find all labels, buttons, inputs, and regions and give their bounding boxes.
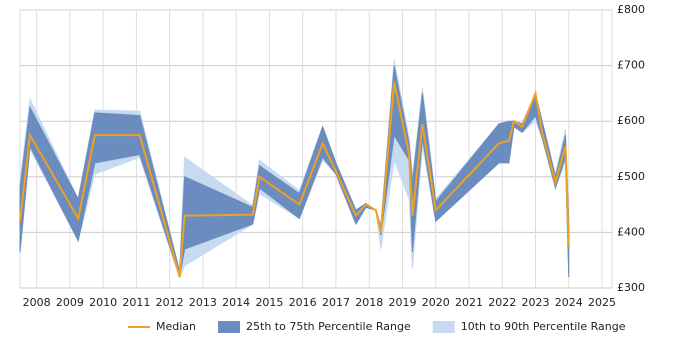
x-tick-label: 2012 (156, 296, 184, 309)
x-tick-label: 2025 (588, 296, 616, 309)
x-tick-label: 2016 (289, 296, 317, 309)
x-tick-label: 2018 (355, 296, 383, 309)
median-line (19, 82, 570, 278)
x-tick-label: 2020 (422, 296, 450, 309)
x-tick-label: 2010 (89, 296, 117, 309)
x-tick-label: 2015 (255, 296, 283, 309)
percentile-band (19, 65, 570, 278)
legend-label: 25th to 75th Percentile Range (246, 320, 411, 333)
x-tick-label: 2024 (555, 296, 583, 309)
x-tick-label: 2023 (522, 296, 550, 309)
y-tick-label: £800 (617, 3, 645, 16)
y-tick-label: £600 (617, 114, 645, 127)
y-tick-label: £300 (617, 281, 645, 294)
y-tick-label: £500 (617, 170, 645, 183)
x-tick-label: 2008 (23, 296, 51, 309)
x-tick-label: 2017 (322, 296, 350, 309)
legend-swatch (218, 321, 241, 333)
x-tick-label: 2022 (488, 296, 516, 309)
x-tick-label: 2021 (455, 296, 483, 309)
x-tick-label: 2011 (122, 296, 150, 309)
legend-label: Median (156, 320, 196, 333)
y-tick-label: £400 (617, 225, 645, 238)
legend-swatch (432, 321, 455, 333)
x-tick-label: 2014 (222, 296, 250, 309)
y-tick-label: £700 (617, 59, 645, 72)
x-tick-label: 2019 (388, 296, 416, 309)
legend-label: 10th to 90th Percentile Range (461, 320, 626, 333)
x-tick-label: 2009 (56, 296, 84, 309)
x-tick-label: 2013 (189, 296, 217, 309)
